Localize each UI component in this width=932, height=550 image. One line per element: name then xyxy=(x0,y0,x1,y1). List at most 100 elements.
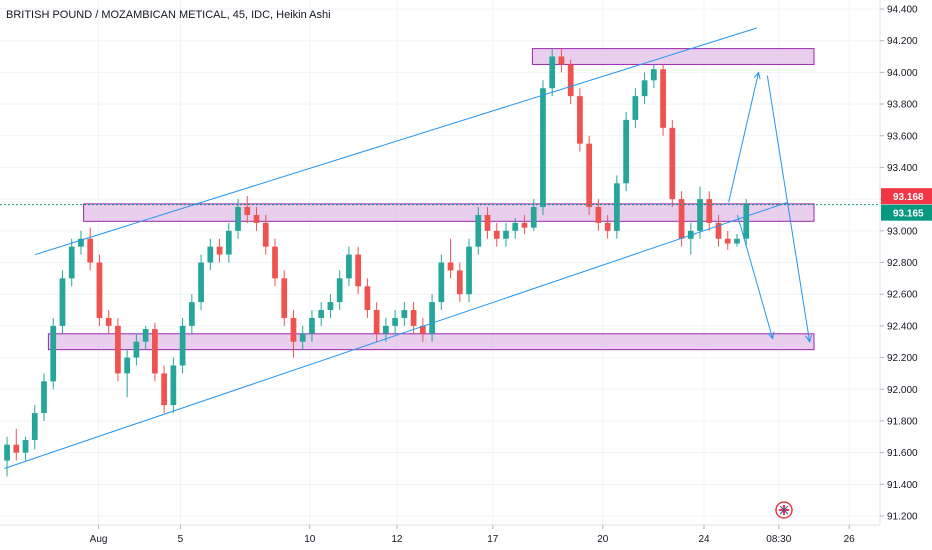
candle-body xyxy=(540,88,546,208)
candle-body xyxy=(715,222,722,239)
projection-arrowhead xyxy=(805,334,813,343)
chart-title: BRITISH POUND / MOZAMBICAN METICAL, 45, … xyxy=(6,9,331,21)
candle-body xyxy=(225,230,232,255)
candle-body xyxy=(198,262,204,303)
candle-body xyxy=(549,56,556,89)
price-badge-label: 93.165 xyxy=(893,209,924,220)
candle-body xyxy=(13,444,20,453)
candle-body xyxy=(429,302,435,334)
y-tick-label: 93.600 xyxy=(887,131,918,142)
zone-rect xyxy=(531,48,815,65)
price-labels: 93.168 93.165 xyxy=(881,188,932,221)
candle-body xyxy=(235,207,241,231)
y-tick-label: 92.600 xyxy=(887,290,918,301)
candle-body xyxy=(650,69,657,81)
uk-flag-icon[interactable] xyxy=(775,501,793,519)
candle-body xyxy=(383,325,389,334)
candle-body xyxy=(179,325,186,366)
candle-body xyxy=(660,69,666,128)
channel-line xyxy=(35,27,757,256)
candle-body xyxy=(410,310,417,326)
candle-body xyxy=(669,127,676,200)
candlesticks xyxy=(4,48,750,477)
candle-body xyxy=(318,310,325,318)
candle-body xyxy=(299,333,306,342)
y-tick-label: 93.000 xyxy=(887,226,918,237)
y-tick-label: 91.400 xyxy=(887,480,918,491)
candle-body xyxy=(41,381,47,414)
candle-body xyxy=(743,204,750,239)
projection-arrowhead xyxy=(753,71,761,80)
candle-body xyxy=(68,246,75,279)
candle-body xyxy=(133,341,140,358)
candle-body xyxy=(78,238,84,247)
candle-body xyxy=(623,119,629,184)
candle-body xyxy=(447,262,454,271)
x-tick-label: 12 xyxy=(391,534,403,545)
candle-body xyxy=(281,278,288,318)
candle-body xyxy=(373,310,380,334)
y-tick-label: 92.000 xyxy=(887,385,918,396)
candle-body xyxy=(346,254,352,279)
candle-body xyxy=(697,199,703,231)
candle-body xyxy=(105,317,112,326)
candle-body xyxy=(438,262,445,303)
candle-body xyxy=(641,80,648,97)
trend-lines xyxy=(4,27,813,469)
time-axis[interactable]: Aug 5 10 12 17 20 24 08:30 26 xyxy=(90,525,856,545)
x-tick-label: 17 xyxy=(487,534,499,545)
candle-body xyxy=(577,96,583,144)
candle-body xyxy=(632,96,639,120)
candle-body xyxy=(216,246,223,255)
candle-body xyxy=(558,56,565,65)
channel-line xyxy=(4,201,788,469)
y-tick-label: 93.400 xyxy=(887,163,918,174)
candle-body xyxy=(734,238,740,244)
candle-body xyxy=(59,278,66,326)
candle-body xyxy=(475,214,482,247)
y-tick-label: 92.400 xyxy=(887,321,918,332)
candle-body xyxy=(586,143,593,208)
candle-body xyxy=(170,365,177,406)
candle-body xyxy=(290,317,297,342)
candle-body xyxy=(152,329,158,374)
y-tick-label: 92.200 xyxy=(887,353,918,364)
y-tick-label: 91.200 xyxy=(887,512,918,523)
zone-rect xyxy=(83,203,815,222)
candle-body xyxy=(401,310,408,318)
candle-body xyxy=(512,222,519,231)
candle-body xyxy=(392,317,398,326)
candle-body xyxy=(96,262,103,318)
x-tick-label: 24 xyxy=(698,534,710,545)
candle-body xyxy=(466,246,472,295)
y-tick-label: 91.600 xyxy=(887,448,918,459)
candle-body xyxy=(484,214,491,231)
candle-body xyxy=(4,444,10,461)
candle-body xyxy=(207,246,214,263)
price-badge xyxy=(881,188,932,205)
candle-body xyxy=(724,238,731,244)
x-tick-label: 26 xyxy=(844,534,856,545)
candle-body xyxy=(253,214,260,223)
candle-body xyxy=(614,183,620,231)
candle-body xyxy=(327,302,334,311)
projection-line xyxy=(766,75,811,342)
candle-body xyxy=(364,286,371,311)
candle-body xyxy=(22,439,29,453)
y-tick-label: 94.400 xyxy=(887,5,918,16)
x-tick-label: 20 xyxy=(597,534,609,545)
candle-body xyxy=(355,254,362,287)
y-tick-label: 91.800 xyxy=(887,416,918,427)
price-badge xyxy=(881,204,932,221)
x-tick-label: 5 xyxy=(178,534,184,545)
price-badge-label: 93.168 xyxy=(893,192,924,203)
x-tick-label: 08:30 xyxy=(766,534,791,545)
y-tick-label: 92.800 xyxy=(887,258,918,269)
candle-body xyxy=(50,325,57,382)
candle-body xyxy=(595,207,602,223)
candle-body xyxy=(503,230,509,239)
y-tick-label: 94.000 xyxy=(887,68,918,79)
candle-body xyxy=(521,222,528,228)
candle-body xyxy=(678,199,685,239)
